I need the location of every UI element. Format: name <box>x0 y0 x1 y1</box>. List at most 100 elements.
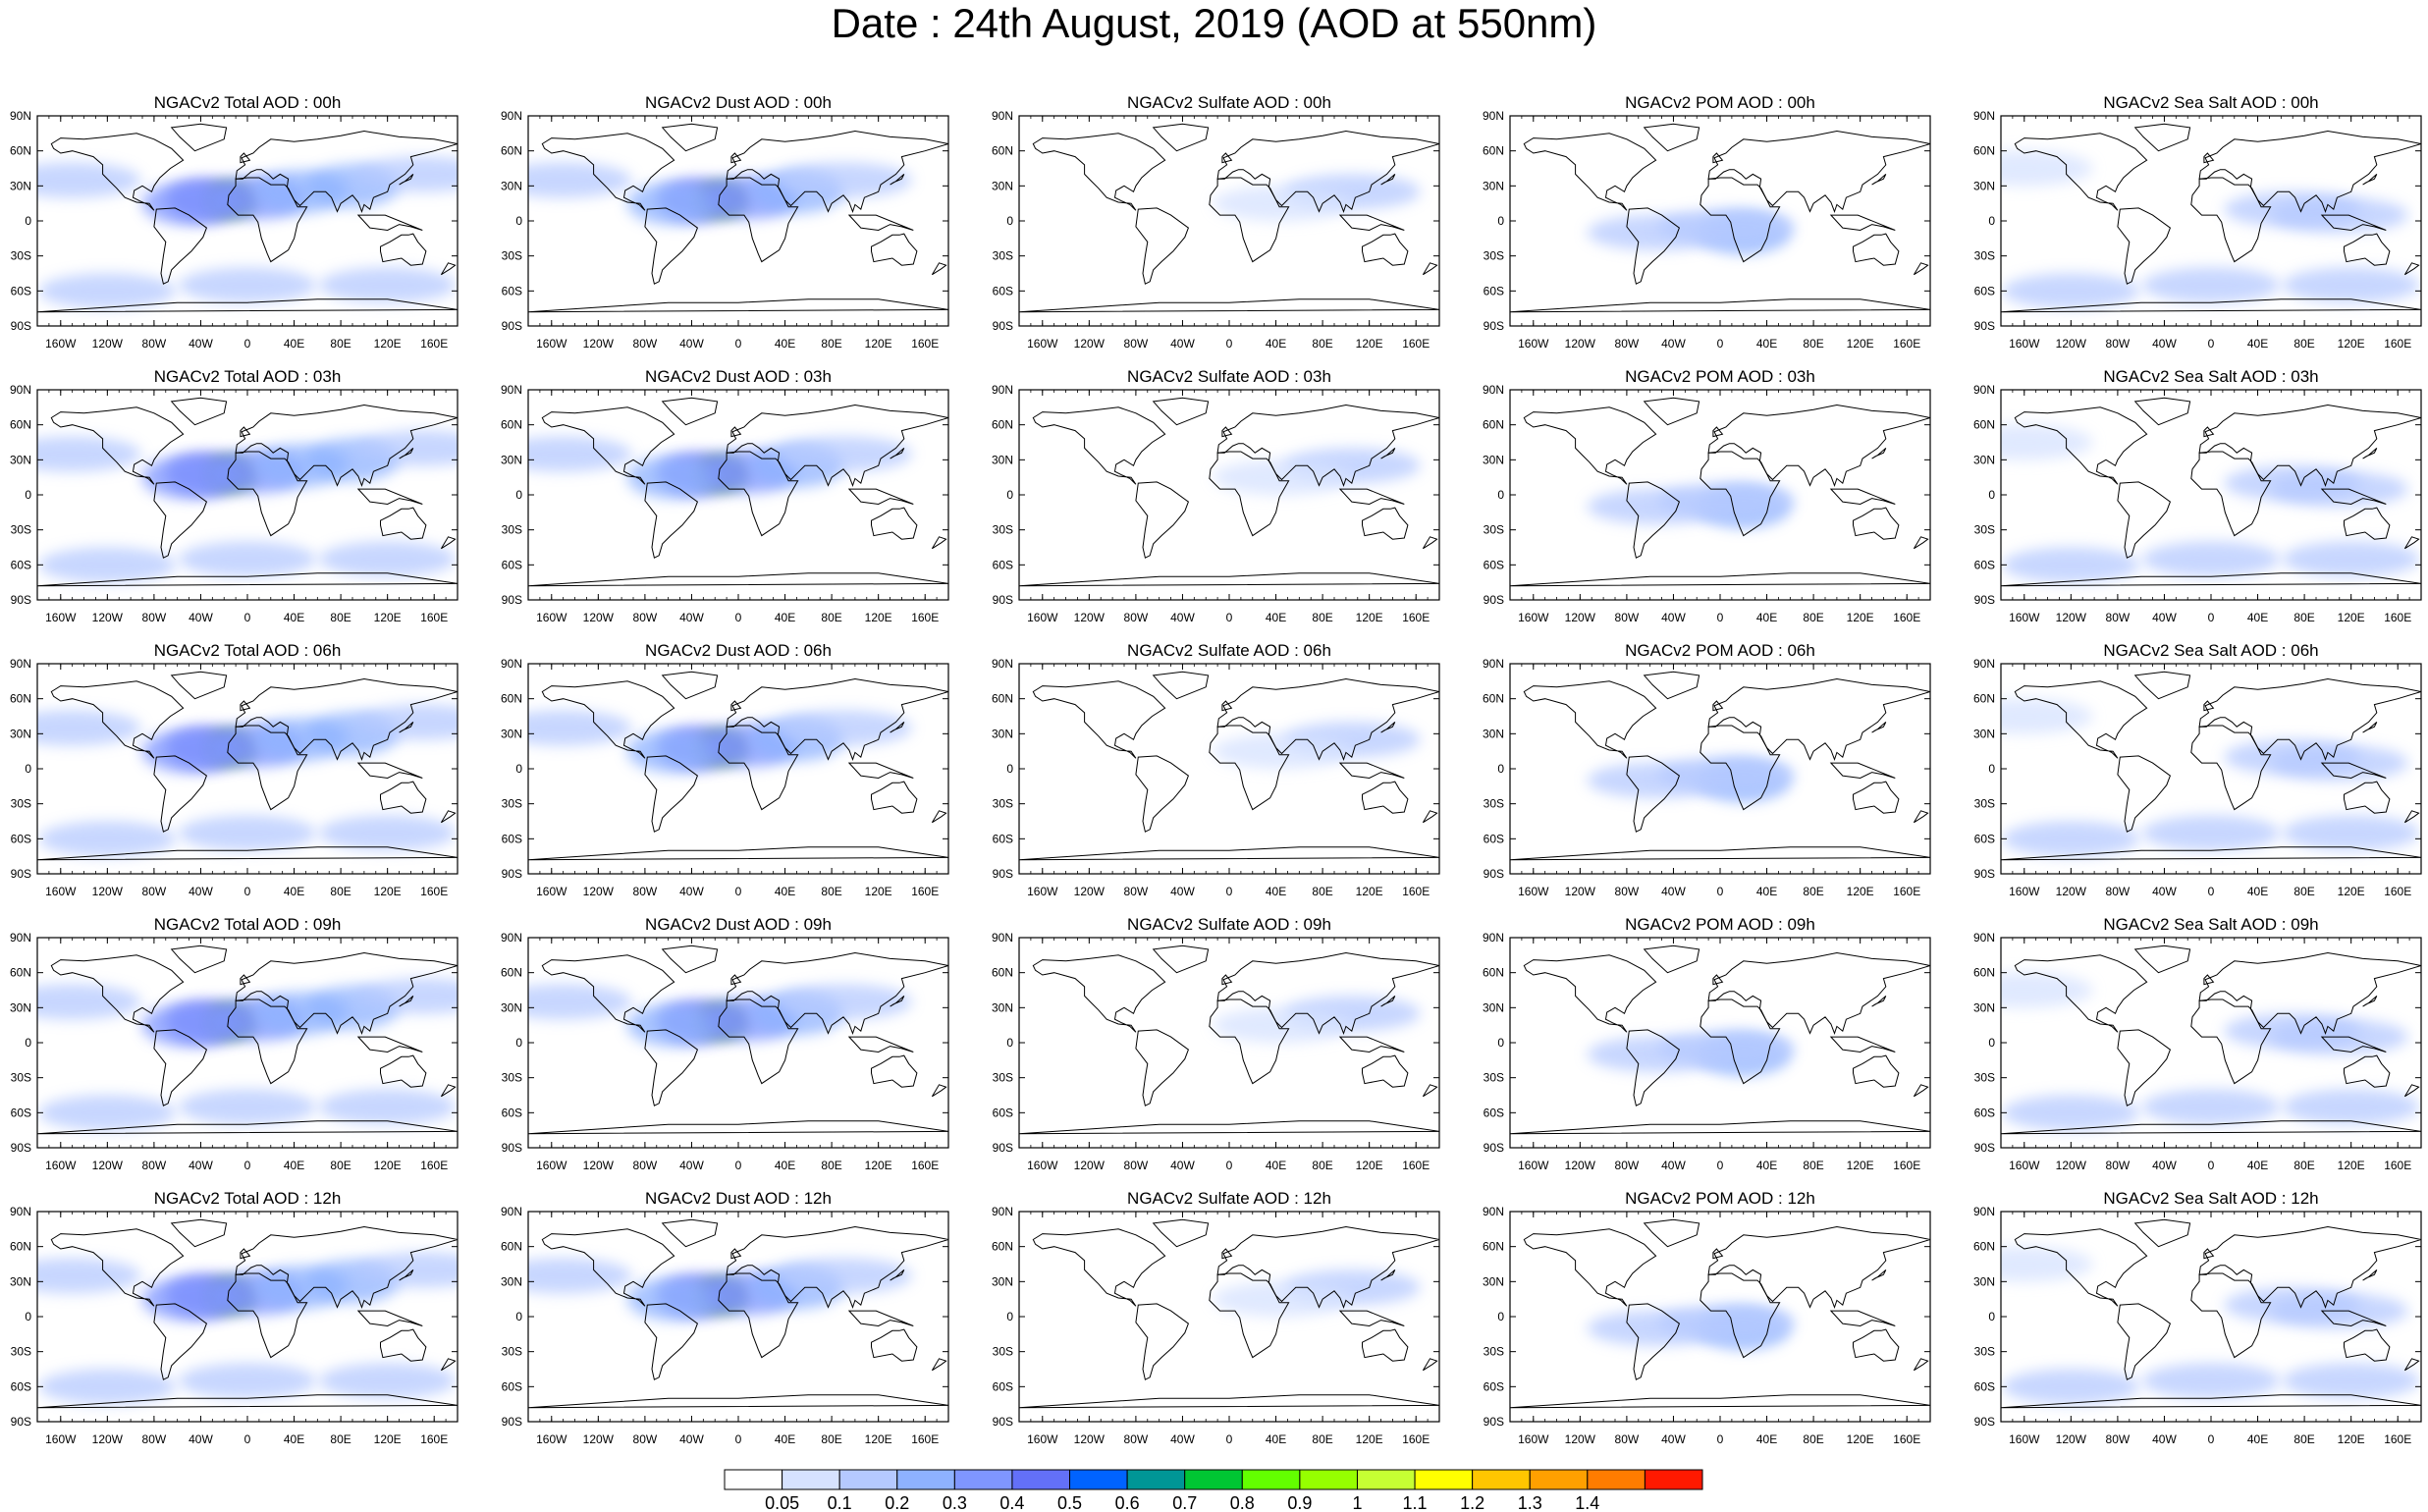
lon-tick-label: 160E <box>1893 1432 1920 1446</box>
lon-tick-label: 160E <box>2384 885 2411 898</box>
aod-blob <box>2002 547 2140 583</box>
coastline <box>644 755 699 833</box>
map-panel: NGACv2 Total AOD : 00h 90N 60N 30N 0 30S 60S 90… <box>10 93 459 351</box>
coastline <box>1871 996 1887 1007</box>
aod-blob <box>141 456 237 500</box>
coastline <box>2198 404 2421 487</box>
lat-tick-label: 60S <box>502 1106 522 1119</box>
lat-tick-label: 30N <box>10 1000 31 1014</box>
coastlines <box>1510 123 1930 313</box>
coastline <box>1871 174 1887 186</box>
coastline <box>1712 974 1724 986</box>
aod-field <box>528 710 912 774</box>
lon-tick-label: 160E <box>1893 337 1920 351</box>
coastlines <box>528 123 948 313</box>
lat-tick-label: 90N <box>1973 1205 1995 1218</box>
lon-tick-label: 0 <box>244 337 251 351</box>
coastline <box>227 451 308 537</box>
lon-tick-label: 120E <box>865 885 892 898</box>
lon-tick-label: 80W <box>2106 885 2131 898</box>
lon-tick-label: 160W <box>536 337 567 351</box>
lon-tick-label: 120W <box>2056 1432 2087 1446</box>
coastline <box>2203 152 2215 164</box>
coastline <box>2362 722 2378 733</box>
lat-tick-label: 30S <box>1484 797 1504 811</box>
aod-blob <box>528 162 632 198</box>
lon-tick-label: 160E <box>1893 611 1920 624</box>
lat-tick-label: 90N <box>992 109 1013 123</box>
coastline <box>1510 1394 1930 1409</box>
coastline <box>718 451 799 537</box>
lon-tick-label: 80W <box>142 1432 167 1446</box>
lat-tick-label: 90N <box>992 1205 1013 1218</box>
panel-title: NGACv2 Total AOD : 03h <box>154 367 342 386</box>
coastline <box>847 762 914 780</box>
coastline <box>1712 1248 1724 1260</box>
lon-tick-label: 80E <box>1803 1432 1823 1446</box>
coastline <box>356 488 423 506</box>
panel-title: NGACv2 Sea Salt AOD : 09h <box>2103 915 2318 934</box>
lon-tick-label: 0 <box>1226 1159 1233 1172</box>
lat-tick-label: 60N <box>1483 144 1504 158</box>
coastline <box>1380 722 1396 733</box>
map-background <box>528 390 948 600</box>
lat-tick-label: 60N <box>1973 692 1995 706</box>
colorbar-swatch <box>1414 1469 1474 1490</box>
lon-tick-label: 160W <box>1027 885 1058 898</box>
lat-tick-label: 30S <box>1974 797 1995 811</box>
lon-tick-label: 0 <box>2208 337 2215 351</box>
coastline <box>1152 945 1210 974</box>
coastline <box>2190 725 2272 811</box>
lat-tick-label: 30N <box>1973 1000 1995 1014</box>
coastline <box>541 1228 675 1307</box>
coastline <box>2403 1084 2420 1098</box>
lon-tick-label: 120E <box>865 1159 892 1172</box>
lon-tick-label: 160E <box>1893 1159 1920 1172</box>
lon-tick-label: 160E <box>1402 1159 1430 1172</box>
lat-tick-label: 60N <box>1483 966 1504 980</box>
lon-tick-label: 80W <box>142 1159 167 1172</box>
coastline <box>380 507 427 540</box>
panel-title: NGACv2 Dust AOD : 06h <box>645 641 832 660</box>
coastlines <box>1510 945 1930 1135</box>
map-panel: NGACv2 POM AOD : 00h 90N 60N 30N 0 30S 60S 90S 1… <box>1483 93 1931 351</box>
coastline <box>890 722 905 733</box>
lat-tick-label: 90N <box>501 931 522 945</box>
aod-field <box>1587 1304 1795 1350</box>
coastline <box>2198 951 2421 1035</box>
lon-tick-label: 80E <box>821 1159 841 1172</box>
coastlines <box>37 397 458 587</box>
coastline <box>235 677 458 761</box>
coastline <box>2344 781 2391 814</box>
lon-tick-label: 40W <box>679 611 704 624</box>
aod-blob <box>37 162 141 198</box>
map-panel: NGACv2 POM AOD : 06h 90N 60N 30N 0 30S 60S 90S 1… <box>1483 641 1931 898</box>
coastline <box>1829 1036 1896 1053</box>
coastline <box>1338 762 1405 780</box>
coastline <box>1032 1228 1166 1307</box>
lon-tick-label: 40W <box>2152 611 2177 624</box>
lat-tick-label: 60N <box>1483 692 1504 706</box>
lat-tick-label: 90N <box>1483 657 1504 671</box>
aod-blob <box>318 815 457 851</box>
coastline <box>726 1225 948 1309</box>
aod-blob <box>2224 191 2362 228</box>
lon-tick-label: 0 <box>1717 1432 1724 1446</box>
coastline <box>1712 152 1724 164</box>
lon-tick-label: 120E <box>1847 611 1874 624</box>
coastline <box>227 1272 308 1359</box>
lon-tick-label: 120W <box>92 1159 124 1172</box>
lat-tick-label: 60N <box>10 418 31 432</box>
coastline <box>2344 233 2391 266</box>
colorbar-label: 1.1 <box>1403 1493 1428 1512</box>
lon-tick-label: 40E <box>2247 1432 2268 1446</box>
coastline <box>170 123 228 152</box>
coastline <box>871 1328 918 1362</box>
lon-tick-label: 80E <box>330 611 351 624</box>
coastline <box>227 177 308 263</box>
aod-blob <box>38 821 177 857</box>
aod-blob <box>1656 482 1795 518</box>
lon-tick-label: 120E <box>374 1159 402 1172</box>
lon-tick-label: 160E <box>1893 885 1920 898</box>
lat-tick-label: 30S <box>11 523 31 537</box>
